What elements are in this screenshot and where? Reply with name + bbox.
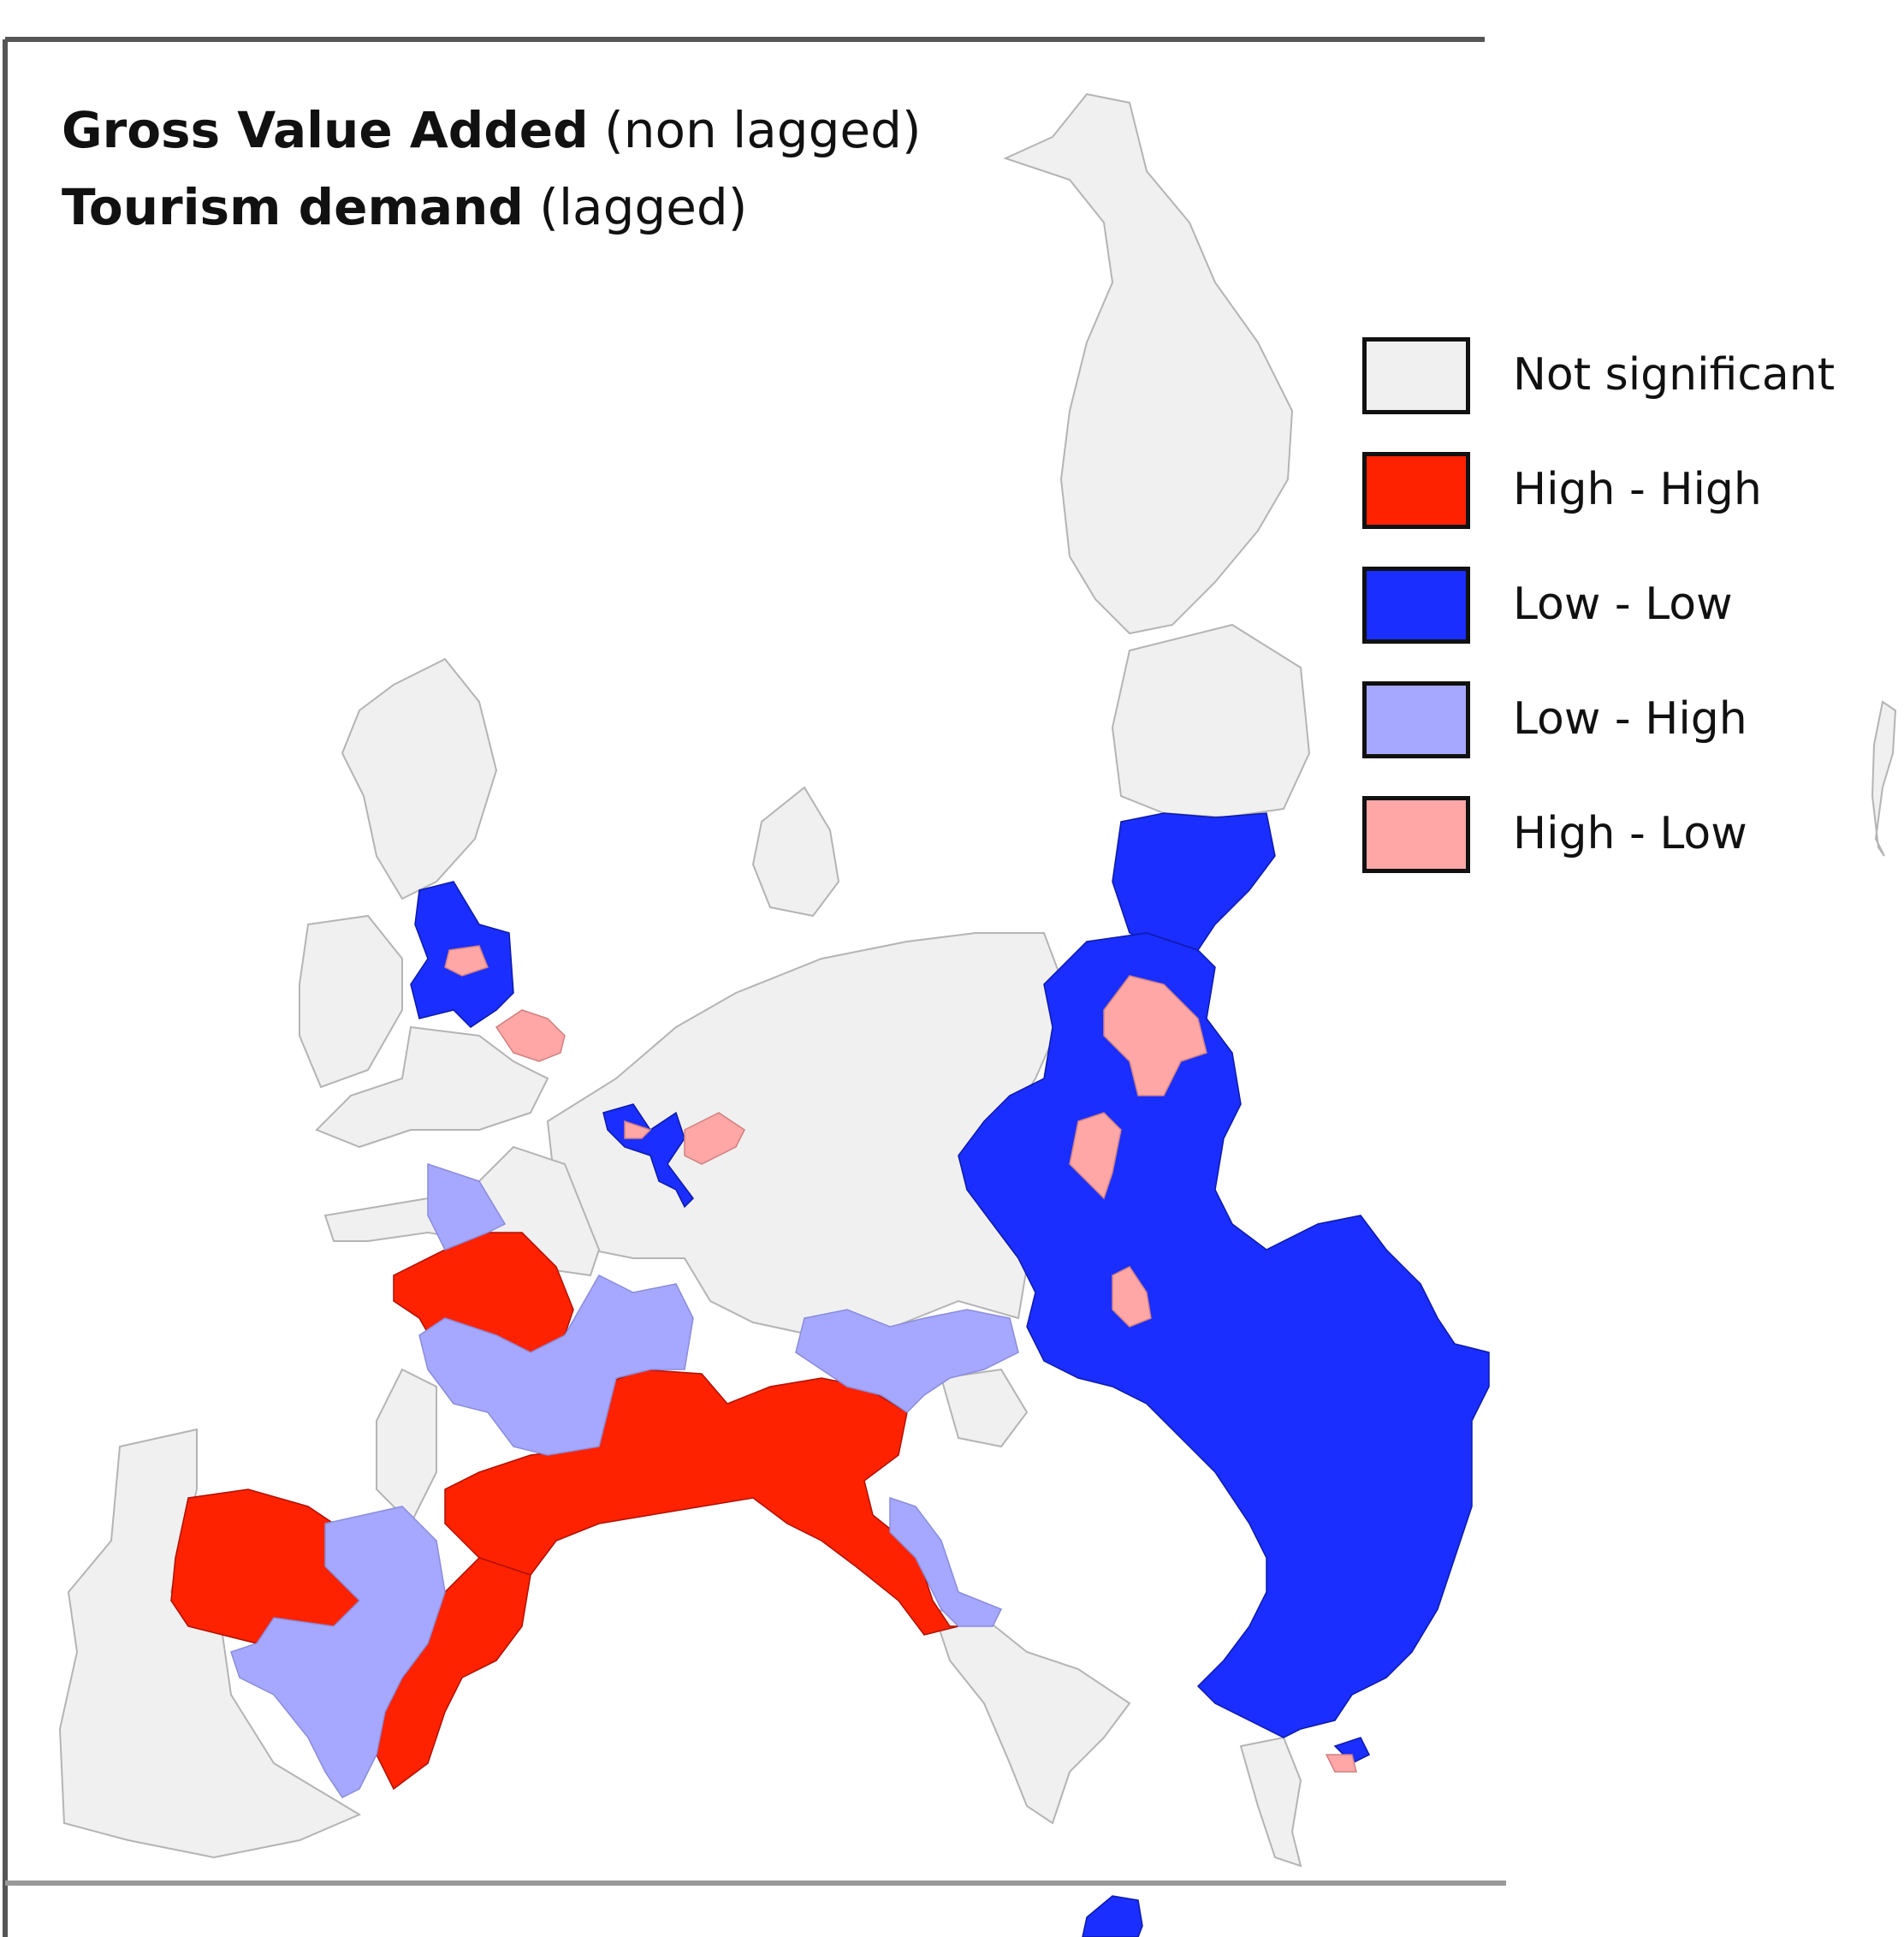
legend-label: High - Low — [1513, 808, 1747, 859]
title-tourism-bold: Tourism demand — [62, 178, 524, 236]
legend-swatch — [1362, 567, 1470, 644]
high-low-regions — [444, 945, 1357, 1773]
legend-swatch — [1362, 452, 1470, 529]
legend-swatch — [1362, 796, 1470, 873]
title-tourism-qualifier: (lagged) — [523, 178, 748, 236]
legend-swatch — [1362, 337, 1470, 414]
legend-label: High - High — [1513, 464, 1762, 515]
title-gva-qualifier: (non lagged) — [588, 101, 922, 159]
high-high-regions — [170, 1232, 959, 1791]
legend-label: Low - High — [1513, 693, 1747, 745]
low-high-regions — [230, 1162, 1019, 1798]
title-gva-bold: Gross Value Added — [62, 101, 589, 159]
map-title-line-1: Gross Value Added (non lagged) — [62, 101, 922, 159]
map-title-line-2: Tourism demand (lagged) — [62, 178, 747, 236]
legend-label: Not significant — [1513, 349, 1836, 401]
legend-label: Low - Low — [1513, 579, 1733, 630]
legend-swatch — [1362, 681, 1470, 758]
not-significant-regions — [58, 92, 1897, 1868]
